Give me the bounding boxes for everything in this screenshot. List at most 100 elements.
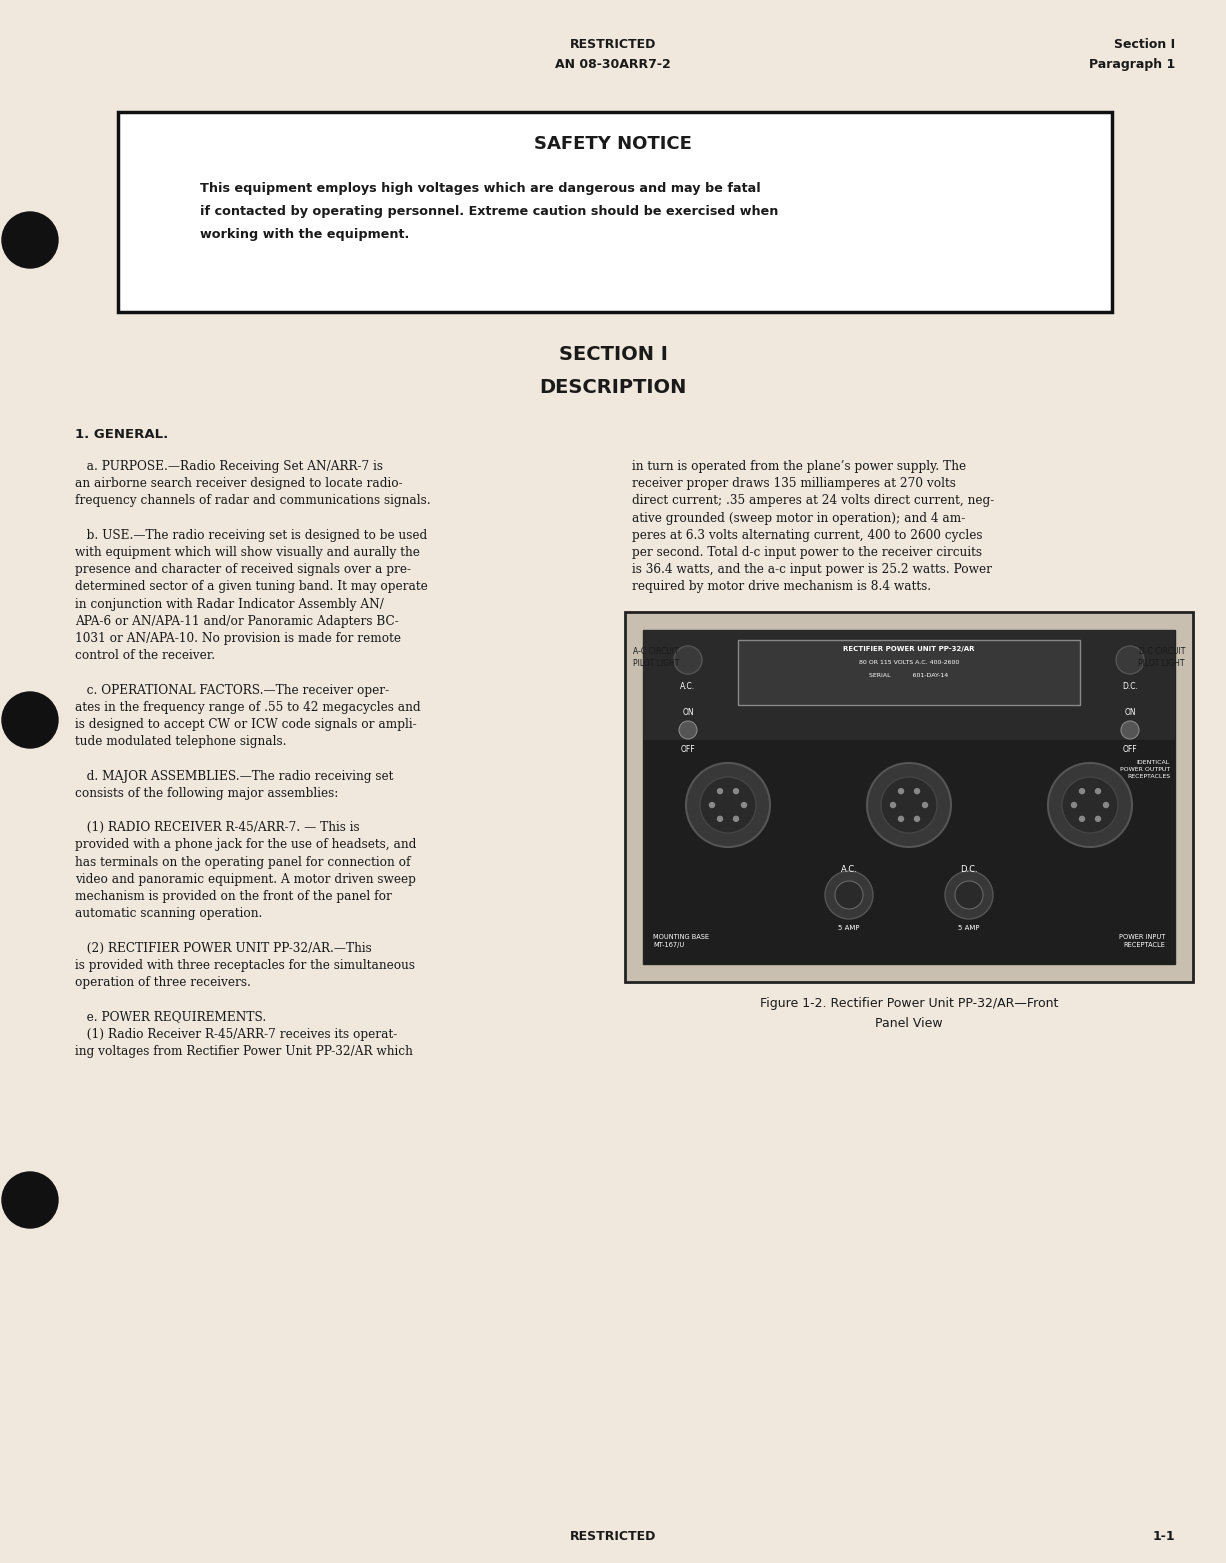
Text: e. POWER REQUIREMENTS.: e. POWER REQUIREMENTS. [75,1010,266,1024]
Circle shape [922,802,928,808]
Text: required by motor drive mechanism is 8.4 watts.: required by motor drive mechanism is 8.4… [631,580,931,594]
Text: Figure 1-2. Rectifier Power Unit PP-32/AR—Front: Figure 1-2. Rectifier Power Unit PP-32/A… [760,997,1058,1010]
Text: determined sector of a given tuning band. It may operate: determined sector of a given tuning band… [75,580,428,594]
FancyBboxPatch shape [642,630,1175,739]
Text: RESTRICTED: RESTRICTED [570,38,656,52]
Text: A.C.: A.C. [680,681,695,691]
Circle shape [881,777,937,833]
Circle shape [915,789,920,794]
Text: per second. Total d-c input power to the receiver circuits: per second. Total d-c input power to the… [631,545,982,560]
Text: d. MAJOR ASSEMBLIES.—The radio receiving set: d. MAJOR ASSEMBLIES.—The radio receiving… [75,769,394,783]
Text: POWER INPUT
RECEPTACLE: POWER INPUT RECEPTACLE [1118,935,1165,949]
Text: (1) RADIO RECEIVER R-45/ARR-7. — This is: (1) RADIO RECEIVER R-45/ARR-7. — This is [75,821,359,835]
Text: frequency channels of radar and communications signals.: frequency channels of radar and communic… [75,494,430,508]
Text: operation of three receivers.: operation of three receivers. [75,975,251,989]
Text: if contacted by operating personnel. Extreme caution should be exercised when: if contacted by operating personnel. Ext… [200,205,779,217]
Circle shape [1103,802,1108,808]
Circle shape [742,802,747,808]
Circle shape [1048,763,1132,847]
Text: in conjunction with Radar Indicator Assembly AN/: in conjunction with Radar Indicator Asse… [75,597,384,611]
Circle shape [955,882,983,910]
Text: MOUNTING BASE
MT-167/U: MOUNTING BASE MT-167/U [653,935,709,949]
Circle shape [825,871,873,919]
Text: 5 AMP: 5 AMP [959,925,980,932]
Text: control of the receiver.: control of the receiver. [75,649,215,663]
Text: 1. GENERAL.: 1. GENERAL. [75,428,168,441]
Circle shape [687,763,770,847]
Circle shape [700,777,756,833]
Circle shape [2,213,58,267]
Text: an airborne search receiver designed to locate radio-: an airborne search receiver designed to … [75,477,402,491]
Circle shape [1080,789,1085,794]
Circle shape [867,763,951,847]
Text: video and panoramic equipment. A motor driven sweep: video and panoramic equipment. A motor d… [75,872,416,886]
Text: Section I: Section I [1114,38,1175,52]
Circle shape [835,882,863,910]
Text: b. USE.—The radio receiving set is designed to be used: b. USE.—The radio receiving set is desig… [75,528,427,542]
Text: ON: ON [1124,708,1135,717]
Circle shape [945,871,993,919]
Circle shape [1121,721,1139,739]
Text: ON: ON [682,708,694,717]
Text: a. PURPOSE.—Radio Receiving Set AN/ARR-7 is: a. PURPOSE.—Radio Receiving Set AN/ARR-7… [75,460,383,474]
Text: is provided with three receptacles for the simultaneous: is provided with three receptacles for t… [75,958,414,972]
Circle shape [679,721,698,739]
Circle shape [717,816,722,821]
Circle shape [1072,802,1076,808]
Circle shape [1116,646,1144,674]
Text: D-C CIRCUIT
PILOT LIGHT: D-C CIRCUIT PILOT LIGHT [1139,647,1186,667]
Text: This equipment employs high voltages which are dangerous and may be fatal: This equipment employs high voltages whi… [200,181,761,195]
Text: direct current; .35 amperes at 24 volts direct current, neg-: direct current; .35 amperes at 24 volts … [631,494,994,508]
Text: 80 OR 115 VOLTS A.C. 400-2600: 80 OR 115 VOLTS A.C. 400-2600 [859,660,959,664]
Text: SECTION I: SECTION I [559,345,667,364]
Text: 1031 or AN/APA-10. No provision is made for remote: 1031 or AN/APA-10. No provision is made … [75,631,401,646]
Text: is designed to accept CW or ICW code signals or ampli-: is designed to accept CW or ICW code sig… [75,717,417,731]
Text: OFF: OFF [680,746,695,753]
FancyBboxPatch shape [625,613,1193,982]
FancyBboxPatch shape [118,113,1112,313]
Text: RESTRICTED: RESTRICTED [570,1530,656,1543]
Text: 5 AMP: 5 AMP [839,925,859,932]
Text: DESCRIPTION: DESCRIPTION [539,378,687,397]
Text: has terminals on the operating panel for connection of: has terminals on the operating panel for… [75,855,411,869]
Text: tude modulated telephone signals.: tude modulated telephone signals. [75,735,287,749]
Circle shape [674,646,702,674]
Text: 1-1: 1-1 [1152,1530,1175,1543]
Text: RECTIFIER POWER UNIT PP-32/AR: RECTIFIER POWER UNIT PP-32/AR [843,646,975,652]
Text: SAFETY NOTICE: SAFETY NOTICE [535,134,691,153]
Text: consists of the following major assemblies:: consists of the following major assembli… [75,786,338,800]
Text: ing voltages from Rectifier Power Unit PP-32/AR which: ing voltages from Rectifier Power Unit P… [75,1044,413,1058]
Text: AN 08-30ARR7-2: AN 08-30ARR7-2 [555,58,671,70]
Text: in turn is operated from the plane’s power supply. The: in turn is operated from the plane’s pow… [631,460,966,474]
Circle shape [733,789,738,794]
Text: is 36.4 watts, and the a-c input power is 25.2 watts. Power: is 36.4 watts, and the a-c input power i… [631,563,992,577]
Circle shape [899,789,904,794]
Circle shape [1096,789,1101,794]
Circle shape [890,802,895,808]
Circle shape [1062,777,1118,833]
FancyBboxPatch shape [738,639,1080,705]
Circle shape [1080,816,1085,821]
Text: (2) RECTIFIER POWER UNIT PP-32/AR.—This: (2) RECTIFIER POWER UNIT PP-32/AR.—This [75,941,371,955]
Text: OFF: OFF [1123,746,1138,753]
Circle shape [1096,816,1101,821]
FancyBboxPatch shape [642,630,1175,964]
Text: D.C.: D.C. [1122,681,1138,691]
Text: APA-6 or AN/APA-11 and/or Panoramic Adapters BC-: APA-6 or AN/APA-11 and/or Panoramic Adap… [75,614,398,628]
Circle shape [733,816,738,821]
Text: Panel View: Panel View [875,1018,943,1030]
Text: presence and character of received signals over a pre-: presence and character of received signa… [75,563,411,577]
Text: provided with a phone jack for the use of headsets, and: provided with a phone jack for the use o… [75,838,417,852]
Text: c. OPERATIONAL FACTORS.—The receiver oper-: c. OPERATIONAL FACTORS.—The receiver ope… [75,683,389,697]
Text: D.C.: D.C. [960,864,978,874]
Text: (1) Radio Receiver R-45/ARR-7 receives its operat-: (1) Radio Receiver R-45/ARR-7 receives i… [75,1027,397,1041]
Text: A.C.: A.C. [841,864,857,874]
Circle shape [2,1172,58,1229]
Text: automatic scanning operation.: automatic scanning operation. [75,907,262,921]
Circle shape [717,789,722,794]
Text: SERIAL           601-DAY-14: SERIAL 601-DAY-14 [869,674,949,678]
Text: ates in the frequency range of .55 to 42 megacycles and: ates in the frequency range of .55 to 42… [75,700,421,714]
Text: with equipment which will show visually and aurally the: with equipment which will show visually … [75,545,419,560]
Circle shape [710,802,715,808]
Text: peres at 6.3 volts alternating current, 400 to 2600 cycles: peres at 6.3 volts alternating current, … [631,528,982,542]
